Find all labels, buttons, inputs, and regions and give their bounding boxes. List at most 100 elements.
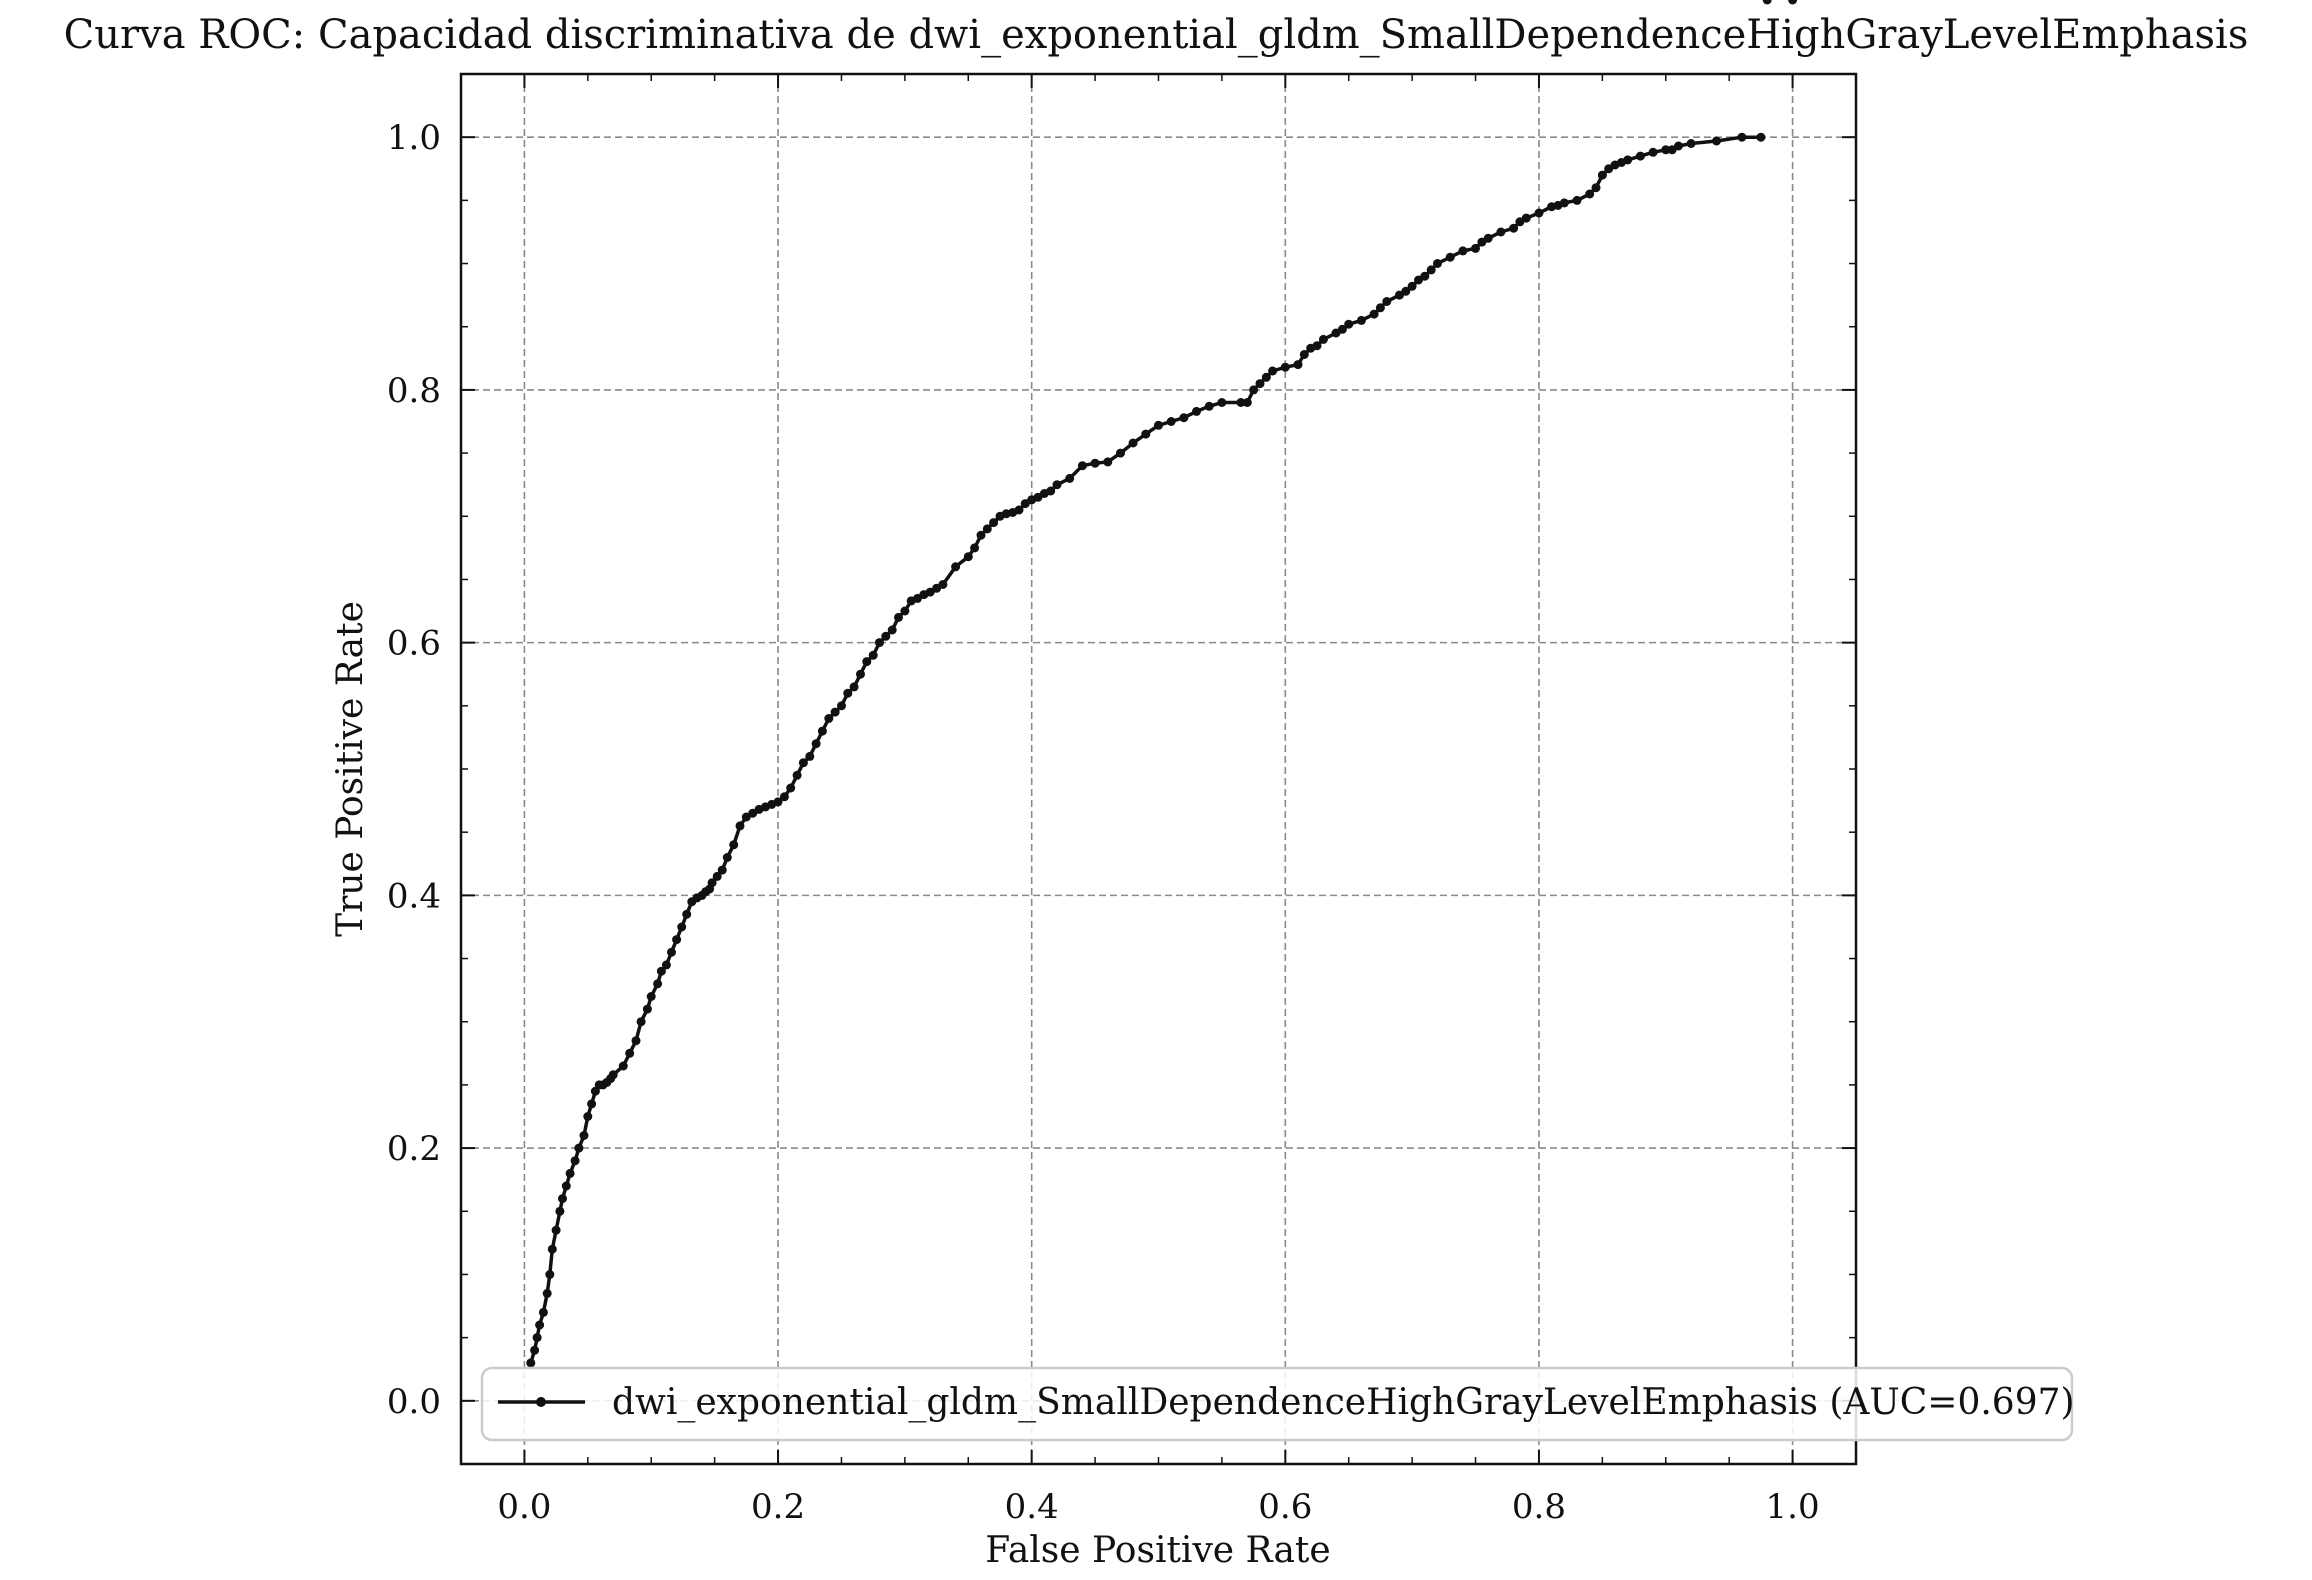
roc-point <box>1141 429 1151 439</box>
roc-point <box>811 739 821 749</box>
roc-point <box>1299 350 1309 359</box>
legend-box <box>480 1366 2074 1442</box>
y-axis-label: True Positive Rate <box>330 601 371 937</box>
roc-point <box>570 1156 580 1166</box>
roc-point <box>976 530 986 540</box>
roc-point <box>843 688 853 698</box>
roc-point <box>1344 319 1354 329</box>
roc-point <box>608 1070 618 1080</box>
roc-point <box>1756 132 1766 142</box>
y-tick-label: 1.0 <box>387 118 441 158</box>
roc-point <box>900 606 910 616</box>
roc-point <box>1661 145 1671 155</box>
roc-point <box>817 726 827 736</box>
roc-point <box>532 1333 542 1343</box>
roc-point <box>1192 406 1201 416</box>
roc-point <box>667 947 676 957</box>
roc-point <box>1433 259 1442 268</box>
roc-point <box>1382 297 1392 306</box>
roc-series <box>526 0 1798 1368</box>
roc-point <box>805 751 815 761</box>
roc-point <box>1496 227 1506 237</box>
roc-point <box>830 707 840 717</box>
roc-point <box>1674 141 1683 151</box>
roc-point <box>837 701 846 711</box>
x-tick-label: 0.0 <box>497 1487 551 1527</box>
roc-point <box>1375 303 1385 313</box>
roc-point <box>555 1206 565 1216</box>
roc-point <box>1648 147 1658 157</box>
roc-point <box>1179 413 1189 423</box>
roc-point <box>982 524 992 534</box>
roc-point <box>583 1112 593 1121</box>
roc-point <box>1261 372 1271 382</box>
tick-labels: 0.0 0.2 0.4 0.6 0.8 1.0 0.0 0.2 0.4 0.6 0.8 1.0 <box>387 118 1820 1527</box>
roc-point <box>1401 286 1411 296</box>
roc-point <box>677 922 687 932</box>
roc-point <box>717 865 727 875</box>
roc-point <box>656 966 666 976</box>
roc-point <box>1483 233 1493 243</box>
roc-point <box>1356 315 1366 325</box>
legend-marker-swatch <box>536 1397 546 1407</box>
roc-point <box>1116 448 1125 458</box>
roc-point <box>856 669 865 679</box>
roc-point <box>1445 252 1455 262</box>
x-tick-label: 0.6 <box>1258 1487 1312 1527</box>
y-tick-label: 0.2 <box>387 1129 441 1169</box>
roc-point <box>1420 271 1430 281</box>
roc-point <box>1103 457 1113 467</box>
roc-point <box>1623 155 1633 165</box>
y-tick-label: 0.6 <box>387 624 441 664</box>
roc-point <box>1293 360 1303 370</box>
roc-point <box>561 1181 571 1191</box>
roc-point <box>779 792 789 802</box>
roc-point <box>773 797 783 807</box>
x-axis-label: False Positive Rate <box>985 1530 1330 1571</box>
roc-point <box>1242 398 1252 407</box>
roc-point <box>672 935 682 945</box>
roc-point <box>1762 0 1772 5</box>
y-tick-label: 0.0 <box>387 1382 441 1422</box>
x-tick-label: 0.8 <box>1512 1487 1566 1527</box>
roc-point <box>1635 151 1645 161</box>
roc-point <box>1534 208 1544 218</box>
roc-point <box>653 979 663 989</box>
roc-point <box>1128 438 1138 448</box>
roc-point <box>1204 401 1214 411</box>
roc-point <box>1046 486 1056 496</box>
roc-point <box>786 783 796 793</box>
roc-point <box>1166 417 1176 426</box>
roc-curve-line <box>529 135 1761 1364</box>
roc-point <box>824 714 834 723</box>
roc-point <box>636 1017 646 1027</box>
roc-point <box>545 1270 555 1279</box>
roc-point <box>646 992 656 1001</box>
roc-point <box>792 770 802 780</box>
roc-point <box>875 638 884 648</box>
roc-point <box>849 682 859 692</box>
roc-point <box>722 853 732 862</box>
axis-ticks <box>461 74 1856 1464</box>
roc-point <box>970 543 980 553</box>
roc-point <box>1788 0 1798 5</box>
x-tick-label: 0.4 <box>1005 1487 1059 1527</box>
roc-point <box>642 1004 652 1014</box>
roc-point <box>535 1320 545 1330</box>
roc-point <box>1737 132 1747 142</box>
roc-point <box>1090 458 1100 468</box>
roc-point <box>661 960 671 970</box>
roc-point <box>951 562 961 572</box>
roc-point <box>551 1225 561 1235</box>
roc-point <box>587 1099 597 1109</box>
roc-point <box>1337 324 1347 334</box>
roc-point <box>618 1061 628 1071</box>
roc-point <box>1559 198 1569 208</box>
roc-point <box>894 612 903 622</box>
roc-point <box>1471 243 1480 253</box>
roc-point <box>1509 223 1519 233</box>
roc-point <box>1407 281 1417 291</box>
roc-point <box>862 657 872 667</box>
roc-point <box>542 1288 552 1298</box>
